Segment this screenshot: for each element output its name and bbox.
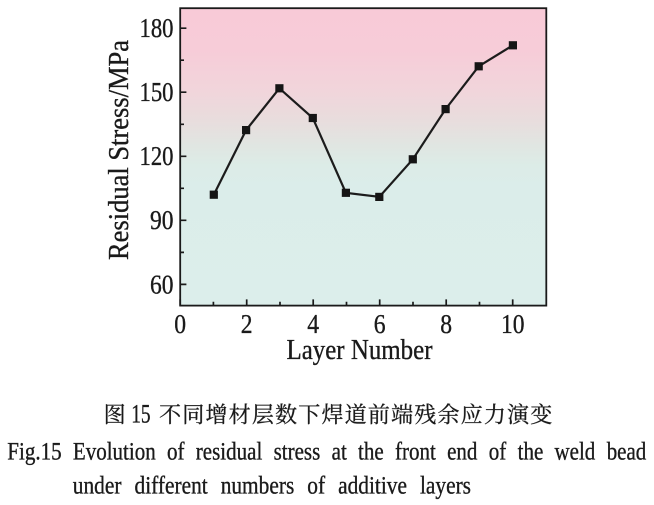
- svg-text:Evolution: Evolution: [73, 438, 156, 465]
- svg-text:Layer Number: Layer Number: [287, 335, 434, 366]
- svg-text:90: 90: [150, 205, 174, 235]
- svg-text:60: 60: [150, 269, 174, 299]
- svg-text:of: of: [489, 438, 507, 465]
- svg-text:150: 150: [140, 77, 174, 107]
- svg-text:Residual Stress/MPa: Residual Stress/MPa: [104, 39, 135, 260]
- svg-text:bead: bead: [607, 438, 647, 465]
- svg-text:numbers: numbers: [221, 473, 295, 500]
- svg-text:4: 4: [307, 309, 319, 339]
- svg-text:2: 2: [241, 309, 253, 339]
- svg-text:additive: additive: [338, 473, 407, 500]
- svg-text:at: at: [332, 438, 347, 465]
- svg-text:6: 6: [374, 309, 386, 339]
- svg-text:weld: weld: [555, 438, 596, 465]
- svg-text:layers: layers: [420, 473, 471, 500]
- svg-text:under: under: [73, 473, 122, 500]
- svg-text:10: 10: [501, 309, 525, 339]
- svg-text:180: 180: [140, 13, 174, 43]
- svg-text:15: 15: [131, 400, 150, 429]
- svg-text:0: 0: [174, 309, 186, 339]
- svg-text:of: of: [167, 438, 185, 465]
- svg-text:different: different: [135, 473, 208, 500]
- svg-text:residual: residual: [196, 438, 263, 465]
- svg-text:the: the: [358, 438, 384, 465]
- svg-text:the: the: [518, 438, 544, 465]
- svg-text:8: 8: [440, 309, 452, 339]
- svg-text:front: front: [395, 438, 436, 465]
- svg-text:of: of: [307, 473, 325, 500]
- svg-text:120: 120: [140, 141, 174, 171]
- svg-text:Fig.15: Fig.15: [7, 438, 61, 465]
- svg-text:stress: stress: [274, 438, 321, 465]
- svg-text:end: end: [447, 438, 478, 465]
